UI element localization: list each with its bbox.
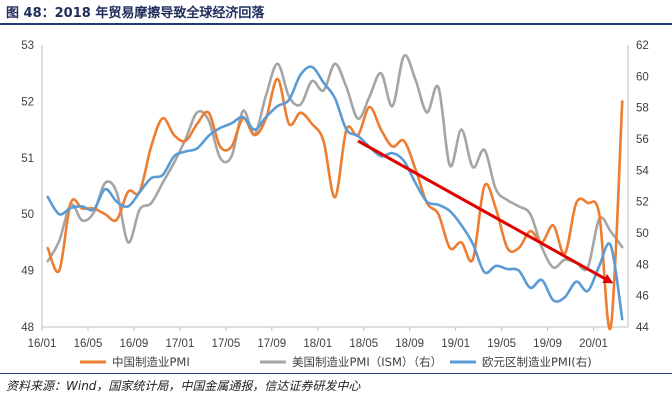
right-tick-label: 46 — [636, 291, 649, 303]
x-tick-label: 17/01 — [165, 338, 194, 350]
left-tick-label: 48 — [21, 322, 34, 334]
legend-item-euro: 欧元区制造业PMI(右) — [482, 355, 592, 369]
x-tick-label: 17/05 — [211, 338, 240, 350]
annotation-layer — [357, 139, 614, 284]
plot-area — [41, 45, 629, 328]
right-tick-label: 60 — [636, 71, 649, 83]
right-tick-label: 56 — [636, 134, 649, 146]
right-y-axis: 44 46 48 50 52 54 56 58 60 62 — [636, 40, 649, 334]
china-pmi-line — [46, 77, 624, 331]
x-tick-label: 19/01 — [441, 338, 470, 350]
left-tick-label: 50 — [21, 209, 34, 221]
x-tick-label: 17/09 — [257, 338, 286, 350]
series-layer — [46, 54, 624, 331]
x-tick-label: 19/09 — [533, 338, 562, 350]
x-tick-label: 18/09 — [395, 338, 424, 350]
right-tick-label: 62 — [636, 40, 649, 52]
left-tick-label: 49 — [21, 266, 34, 278]
title-rule — [0, 23, 672, 25]
x-tick-label: 18/01 — [303, 338, 332, 350]
x-tick-label: 18/05 — [349, 338, 378, 350]
right-tick-label: 54 — [636, 165, 649, 177]
bottom-rule — [0, 373, 672, 374]
left-y-axis: 48 49 50 51 52 53 — [21, 40, 34, 334]
trend-arrow — [357, 139, 614, 284]
figure-title: 图 48：2018 年贸易摩擦导致全球经济回落 — [6, 6, 265, 21]
right-tick-label: 48 — [636, 259, 649, 271]
euro-pmi-line — [46, 65, 624, 321]
x-tick-label: 20/01 — [579, 338, 608, 350]
x-axis: 16/01 16/05 16/09 17/01 17/05 17/09 18/01 18/05… — [28, 327, 608, 350]
x-tick-label: 16/05 — [74, 338, 103, 350]
right-tick-label: 44 — [636, 322, 649, 334]
x-tick-label: 19/05 — [487, 338, 516, 350]
title-bar: 图 48：2018 年贸易摩擦导致全球经济回落 — [0, 0, 672, 25]
legend-item-usa: 美国制造业PMI（ISM）（右） — [292, 355, 442, 369]
x-tick-label: 16/01 — [28, 338, 57, 350]
right-tick-label: 58 — [636, 103, 649, 115]
source-note: 资料来源：Wind，国家统计局，中国金属通报，信达证券研发中心 — [6, 379, 361, 393]
left-tick-label: 52 — [21, 96, 34, 108]
right-tick-label: 50 — [636, 228, 649, 240]
legend: 中国制造业PMI 美国制造业PMI（ISM）（右） 欧元区制造业PMI(右) — [80, 355, 592, 369]
legend-item-china: 中国制造业PMI — [112, 355, 190, 369]
left-tick-label: 51 — [21, 153, 34, 165]
right-tick-label: 52 — [636, 197, 649, 209]
x-tick-label: 16/09 — [120, 338, 149, 350]
left-tick-label: 53 — [21, 40, 34, 52]
usa-pmi-line — [46, 54, 624, 272]
